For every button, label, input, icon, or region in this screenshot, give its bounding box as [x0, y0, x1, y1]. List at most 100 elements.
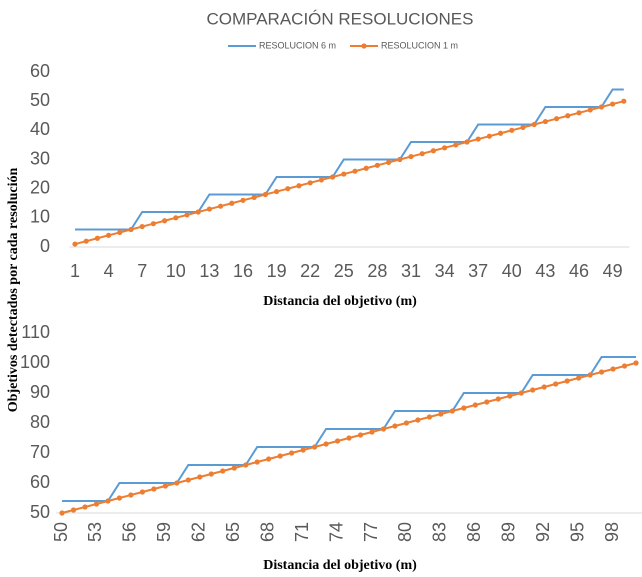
x-tick-label: 71	[292, 522, 312, 542]
point	[162, 218, 168, 224]
point	[554, 116, 560, 122]
point	[346, 435, 352, 441]
y-tick-label: 100	[20, 352, 50, 372]
point	[128, 226, 134, 233]
point	[231, 465, 237, 471]
x-tick-label: 34	[435, 261, 455, 281]
x-tick-label: 4	[104, 261, 114, 281]
point	[475, 136, 481, 142]
point	[174, 480, 180, 486]
point	[541, 384, 547, 390]
point	[307, 180, 313, 186]
point	[330, 174, 336, 180]
point	[363, 165, 369, 171]
point	[520, 124, 526, 131]
x-tick-label: 13	[199, 261, 219, 281]
point	[139, 489, 145, 495]
point	[116, 495, 123, 501]
point	[195, 209, 201, 215]
legend-marker	[361, 43, 367, 49]
point	[587, 372, 593, 378]
point	[312, 444, 318, 450]
point	[415, 417, 421, 423]
point	[220, 468, 226, 474]
x-axis-label: Distancia del objetivo (m)	[263, 294, 417, 309]
chart-title: COMPARACIÓN RESOLUCIONES	[206, 9, 473, 28]
x-tick-label: 89	[499, 522, 519, 542]
y-tick-label: 70	[30, 442, 50, 462]
point	[461, 405, 467, 411]
point	[206, 206, 212, 212]
point	[430, 148, 436, 154]
point	[341, 171, 347, 177]
point	[386, 159, 392, 166]
point	[243, 462, 249, 468]
legend-label: RESOLUCION 6 m	[259, 40, 336, 50]
point	[93, 501, 100, 507]
x-tick-label: 86	[464, 522, 484, 542]
point	[184, 212, 190, 218]
point	[208, 471, 214, 477]
point	[254, 459, 260, 465]
point	[285, 186, 291, 192]
x-tick-label: 25	[334, 261, 354, 281]
point	[318, 177, 324, 183]
y-axis-label: Objetivos detectados por cada resolución	[6, 168, 21, 413]
point	[495, 396, 501, 402]
x-tick-label: 16	[233, 261, 253, 281]
x-tick-label: 98	[602, 522, 622, 542]
point	[277, 453, 283, 459]
point	[380, 426, 387, 432]
point	[70, 507, 77, 513]
point	[266, 456, 272, 462]
point	[139, 223, 145, 230]
x-tick-label: 40	[502, 261, 522, 281]
point	[518, 390, 524, 396]
point	[128, 492, 134, 498]
legend-label: RESOLUCION 1 m	[381, 40, 458, 50]
point	[162, 483, 168, 489]
point	[484, 399, 490, 405]
point	[598, 104, 605, 110]
point	[72, 241, 78, 247]
point	[498, 130, 504, 136]
x-tick-label: 46	[569, 261, 589, 281]
x-tick-label: 65	[223, 522, 243, 542]
point	[486, 133, 492, 139]
point	[599, 369, 605, 375]
x-tick-label: 95	[567, 522, 587, 542]
x-tick-label: 80	[395, 522, 415, 542]
point	[565, 113, 571, 119]
point	[610, 366, 616, 372]
y-tick-label: 10	[30, 207, 50, 227]
point	[464, 139, 470, 145]
x-tick-label: 56	[120, 522, 140, 542]
x-tick-label: 10	[166, 261, 186, 281]
point	[408, 153, 414, 160]
y-tick-label: 80	[30, 412, 50, 432]
point	[334, 438, 341, 444]
point	[397, 156, 403, 163]
x-tick-label: 37	[468, 261, 488, 281]
x-tick-label: 43	[535, 261, 555, 281]
x-tick-label: 92	[533, 522, 553, 542]
point	[426, 414, 432, 420]
point	[633, 360, 639, 366]
point	[296, 183, 302, 189]
y-tick-label: 30	[30, 148, 50, 168]
point	[150, 221, 156, 227]
point	[218, 203, 224, 209]
point	[564, 378, 570, 384]
point	[229, 200, 235, 206]
point	[94, 235, 100, 241]
point	[442, 145, 448, 151]
x-tick-label: 68	[257, 522, 277, 542]
y-tick-label: 50	[30, 502, 50, 522]
point	[576, 375, 582, 381]
point	[117, 229, 123, 236]
point	[530, 387, 536, 393]
point	[610, 101, 616, 107]
x-tick-label: 7	[137, 261, 147, 281]
